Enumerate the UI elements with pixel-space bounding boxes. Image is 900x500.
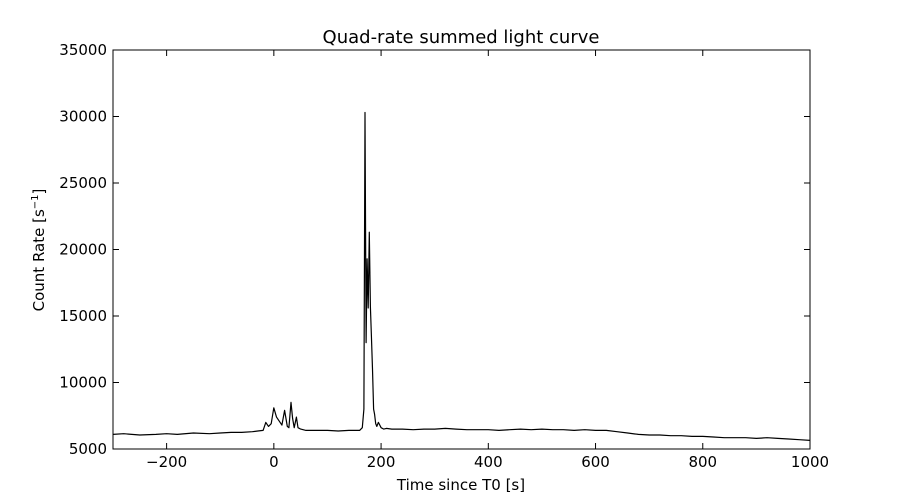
x-tick-label: 400 (474, 453, 503, 471)
y-axis-label-main: Count Rate [s (30, 209, 48, 311)
plot-frame (112, 49, 811, 450)
x-tick-label: 600 (581, 453, 610, 471)
y-tick-label: 10000 (59, 374, 107, 392)
series-line-0 (112, 111, 811, 441)
y-axis-label-sup: −1 (30, 194, 41, 209)
x-tick-label: 200 (367, 453, 396, 471)
x-tick-label: 0 (269, 453, 279, 471)
x-tick-label: 800 (688, 453, 717, 471)
y-tick-label: 20000 (59, 241, 107, 259)
x-tick-label: 1000 (791, 453, 829, 471)
chart-title: Quad-rate summed light curve (323, 27, 600, 48)
plot-area (112, 111, 811, 441)
y-tick-label: 30000 (59, 108, 107, 126)
y-tick-label: 25000 (59, 174, 107, 192)
y-tick-label: 5000 (69, 440, 107, 458)
y-axis-label-end: ] (30, 189, 48, 195)
y-tick-label: 35000 (59, 41, 107, 59)
x-axis-label: Time since T0 [s] (396, 476, 525, 494)
y-axis-label: Count Rate [s−1] (30, 189, 48, 312)
y-tick-label: 15000 (59, 307, 107, 325)
x-axis: −200 0 200 400 600 800 1000 (146, 50, 829, 471)
x-tick-label: −200 (146, 453, 187, 471)
y-axis: 5000 10000 15000 20000 25000 30000 35000 (59, 41, 810, 458)
